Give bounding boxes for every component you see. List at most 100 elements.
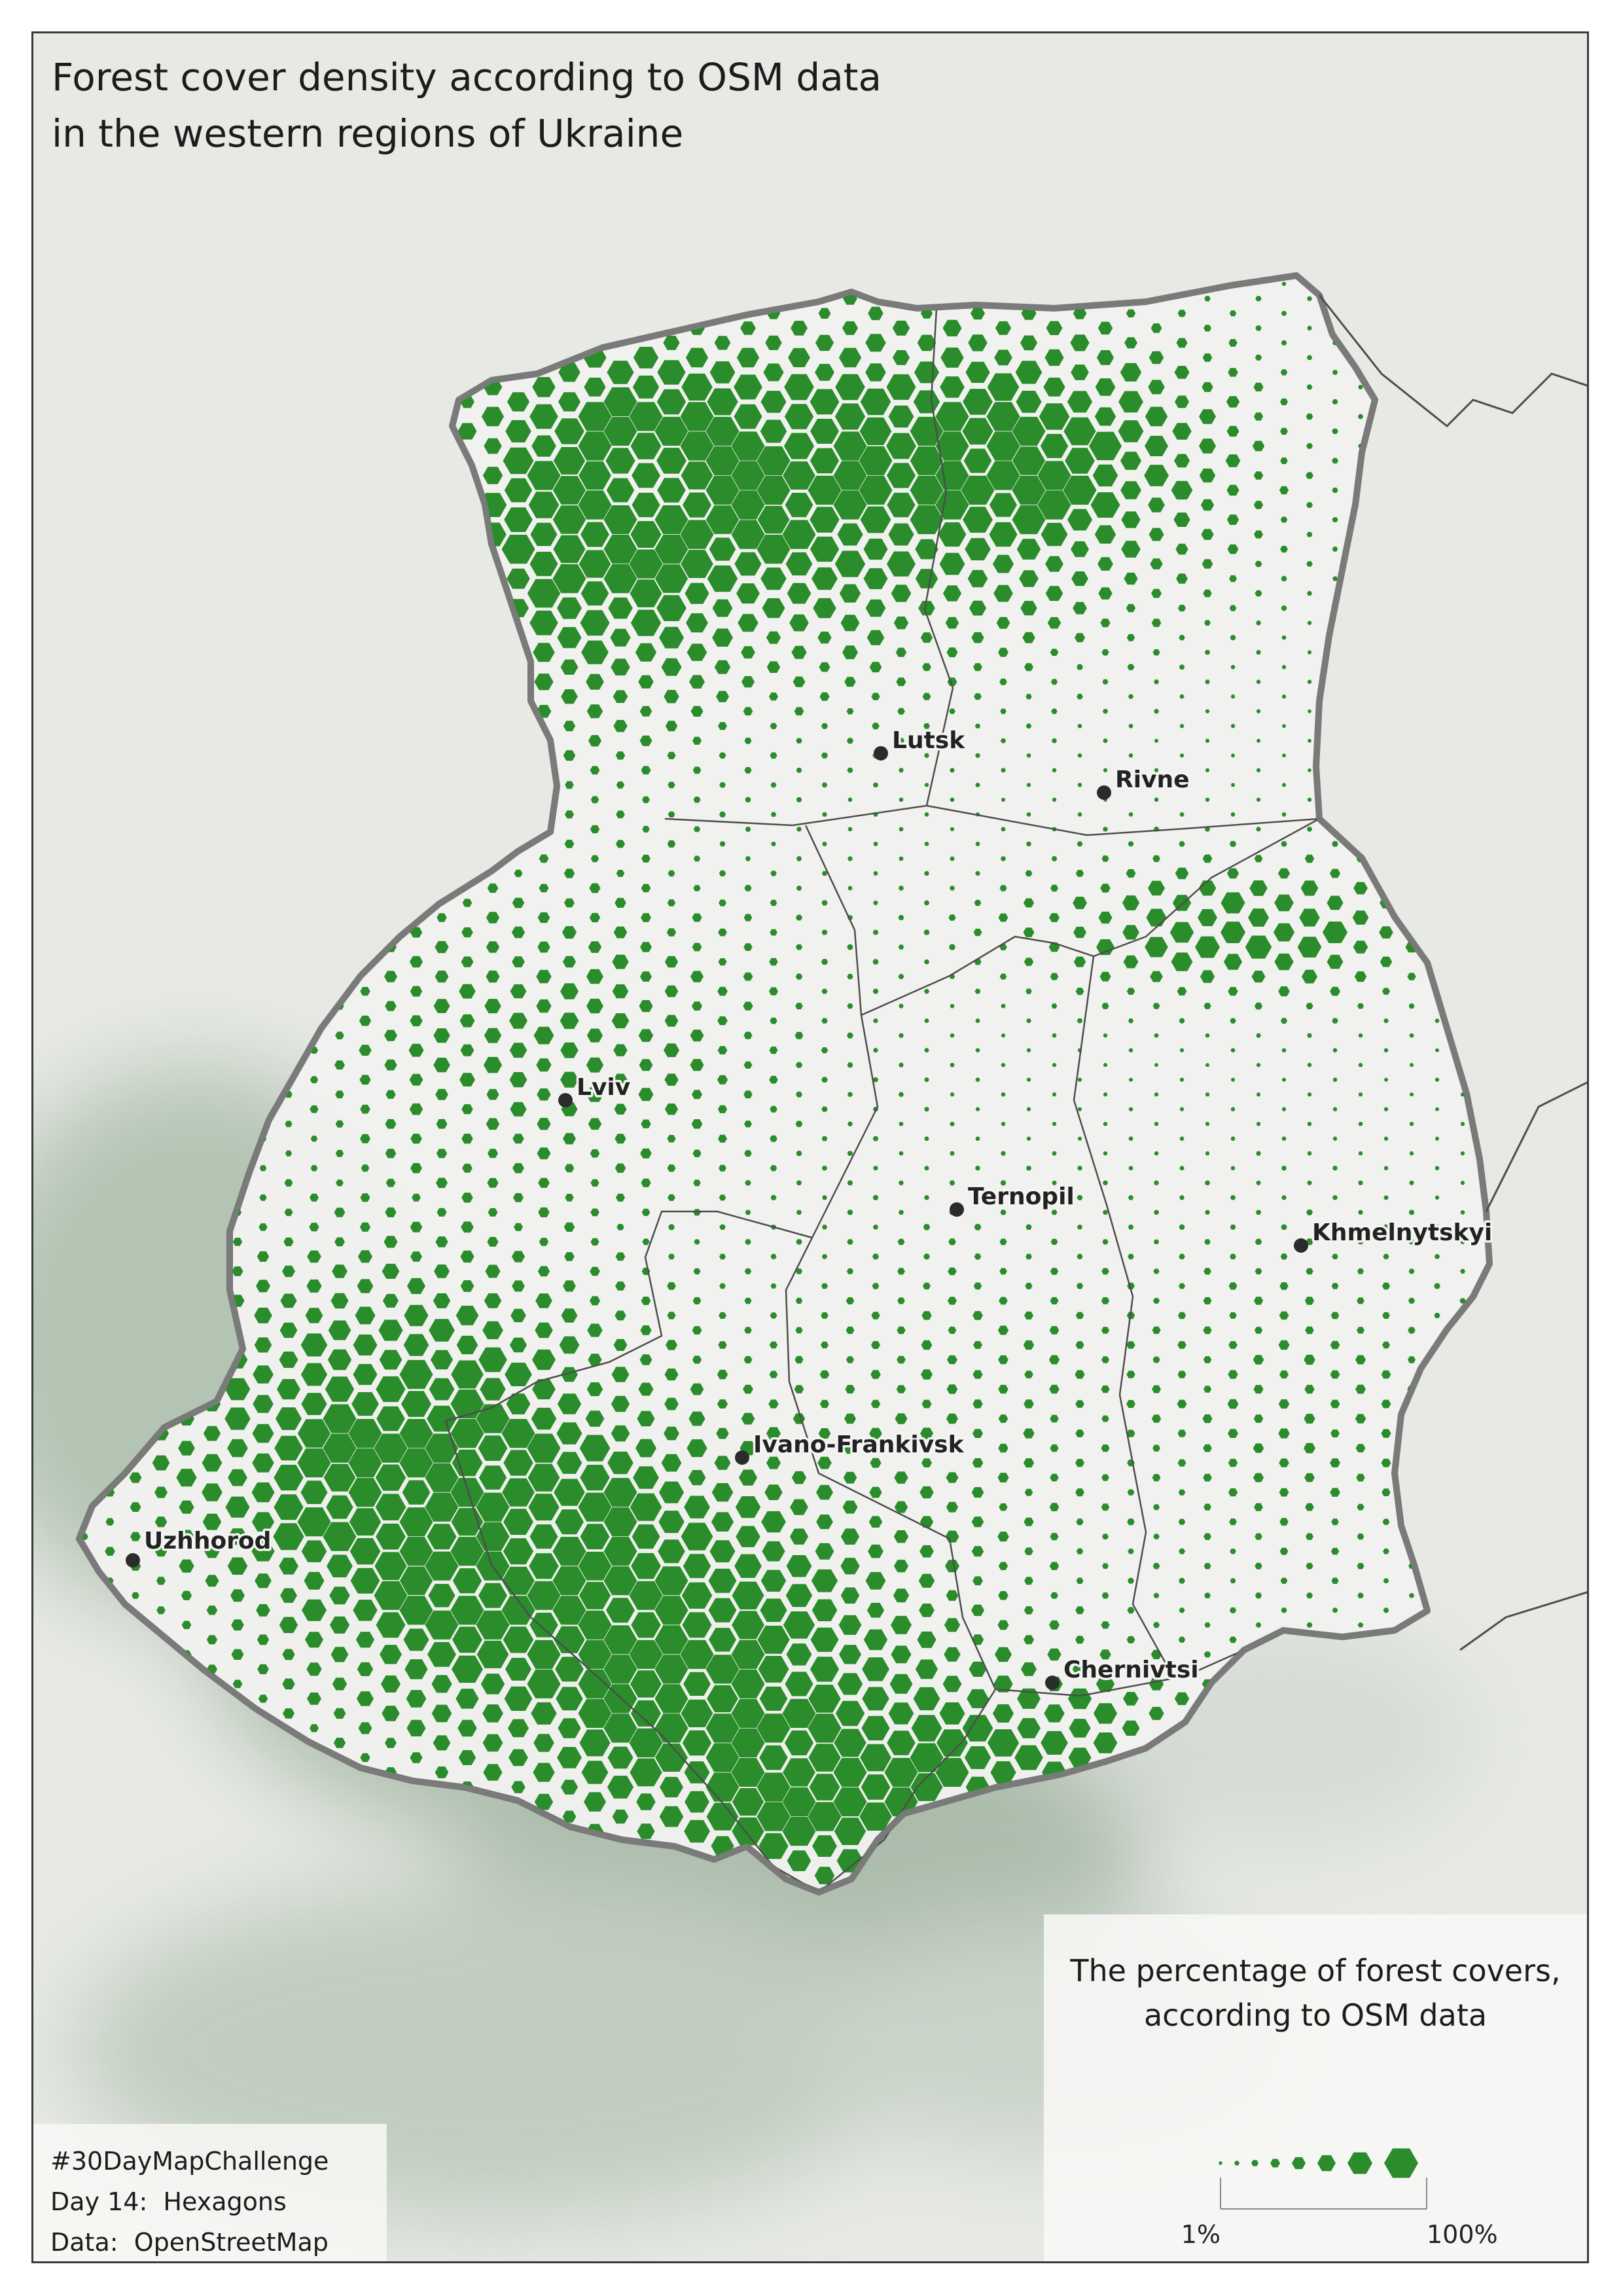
city-lviv[interactable]: Lviv: [558, 1072, 633, 1107]
forest-hexagon: [1332, 1253, 1338, 1259]
forest-hexagon: [1075, 1312, 1084, 1319]
forest-hexagon: [552, 1596, 586, 1625]
forest-hexagon: [971, 307, 985, 320]
forest-hexagon: [915, 1659, 938, 1679]
forest-hexagon: [283, 1708, 294, 1719]
forest-hexagon: [410, 1251, 422, 1262]
forest-hexagon: [1127, 1518, 1135, 1526]
forest-hexagon: [433, 999, 450, 1013]
forest-hexagon: [1122, 1720, 1140, 1736]
forest-hexagon: [588, 1118, 602, 1130]
forest-hexagon: [1153, 1268, 1160, 1274]
forest-hexagon: [335, 1120, 344, 1128]
forest-hexagon: [809, 1774, 840, 1801]
forest-hexagon: [603, 1566, 637, 1596]
city-rivne[interactable]: Rivne: [1097, 764, 1192, 800]
forest-hexagon: [1103, 827, 1108, 832]
forest-hexagon: [762, 598, 785, 619]
forest-hexagon: [1307, 1033, 1312, 1038]
forest-hexagon: [1357, 1623, 1364, 1628]
forest-hexagon: [993, 1676, 1013, 1693]
forest-hexagon: [1052, 797, 1057, 802]
forest-hexagon: [1000, 856, 1007, 861]
forest-hexagon: [1253, 1414, 1264, 1423]
forest-hexagon: [483, 1056, 503, 1073]
forest-hexagon: [1280, 398, 1288, 406]
forest-hexagon: [1255, 1533, 1262, 1540]
forest-hexagon: [893, 1560, 909, 1573]
forest-hexagon: [870, 1458, 882, 1468]
city-lutsk[interactable]: Lutsk: [874, 725, 968, 761]
forest-hexagon: [1154, 797, 1159, 802]
forest-hexagon: [531, 1407, 557, 1430]
forest-hexagon: [408, 1043, 424, 1057]
forest-hexagon: [429, 1319, 455, 1342]
forest-hexagon: [1332, 1224, 1338, 1230]
forest-hexagon: [1179, 694, 1185, 699]
forest-hexagon: [450, 1419, 484, 1448]
forest-hexagon: [1199, 468, 1216, 483]
legend-box: The percentage of forest covers, accordi…: [1044, 1914, 1587, 2261]
forest-hexagon: [718, 928, 727, 937]
forest-hexagon: [484, 438, 502, 454]
forest-hexagon: [1020, 335, 1038, 351]
forest-hexagon: [770, 1165, 777, 1172]
forest-hexagon: [1103, 738, 1108, 743]
forest-hexagon: [654, 564, 688, 593]
city-khmelnytskyi[interactable]: Khmelnytskyi: [1294, 1217, 1495, 1253]
forest-hexagon: [353, 1335, 378, 1355]
city-chernivtsi[interactable]: Chernivtsi: [1045, 1655, 1201, 1690]
forest-hexagon: [578, 1698, 612, 1728]
forest-hexagon: [1330, 1429, 1340, 1438]
forest-hexagon: [681, 373, 713, 401]
forest-hexagon: [1357, 1503, 1364, 1511]
forest-hexagon: [895, 1443, 908, 1454]
city-uzhhorod[interactable]: Uzhhorod: [126, 1526, 274, 1568]
forest-hexagon: [332, 1265, 348, 1278]
forest-hexagon: [898, 944, 904, 950]
forest-hexagon: [1152, 1504, 1160, 1511]
forest-hexagon: [1330, 986, 1340, 996]
forest-hexagon: [1279, 1488, 1289, 1497]
forest-hexagon: [359, 1015, 372, 1026]
forest-hexagon: [1332, 1018, 1338, 1024]
forest-hexagon: [718, 1134, 727, 1143]
forest-hexagon: [997, 1532, 1009, 1542]
forest-hexagon: [638, 675, 654, 689]
forest-hexagon: [1000, 1180, 1007, 1186]
forest-hexagon: [307, 1692, 321, 1705]
forest-hexagon: [509, 1072, 527, 1088]
forest-hexagon: [743, 914, 753, 922]
forest-hexagon: [808, 1802, 842, 1831]
forest-hexagon: [1381, 1458, 1391, 1467]
forest-hexagon: [860, 388, 891, 416]
forest-hexagon: [965, 361, 990, 383]
forest-hexagon: [898, 915, 904, 920]
forest-hexagon: [783, 1758, 815, 1787]
forest-hexagon: [1152, 649, 1160, 656]
forest-hexagon: [770, 929, 777, 936]
forest-hexagon: [974, 693, 982, 700]
forest-hexagon: [1281, 576, 1287, 582]
forest-hexagon: [997, 1473, 1009, 1482]
forest-hexagon: [579, 1435, 611, 1462]
city-ternopil[interactable]: Ternopil: [950, 1181, 1077, 1217]
forest-hexagon: [385, 1738, 397, 1748]
forest-hexagon: [1177, 1312, 1186, 1319]
forest-hexagon: [872, 988, 879, 994]
city-ivano-frankivsk[interactable]: Ivano-Frankivsk: [735, 1429, 967, 1465]
forest-hexagon: [1306, 561, 1313, 567]
forest-hexagon: [693, 1179, 701, 1187]
forest-hexagon: [1202, 854, 1213, 863]
forest-hexagon: [944, 1647, 961, 1662]
forest-hexagon: [744, 1327, 752, 1334]
forest-hexagon: [949, 708, 955, 714]
forest-hexagon: [1024, 1399, 1034, 1408]
forest-hexagon: [360, 1104, 370, 1114]
forest-hexagon: [1281, 1107, 1287, 1111]
forest-hexagon: [873, 1166, 878, 1171]
forest-hexagon: [1205, 679, 1210, 685]
forest-hexagon: [987, 1729, 1020, 1757]
forest-hexagon: [659, 626, 684, 649]
forest-hexagon: [787, 583, 812, 604]
